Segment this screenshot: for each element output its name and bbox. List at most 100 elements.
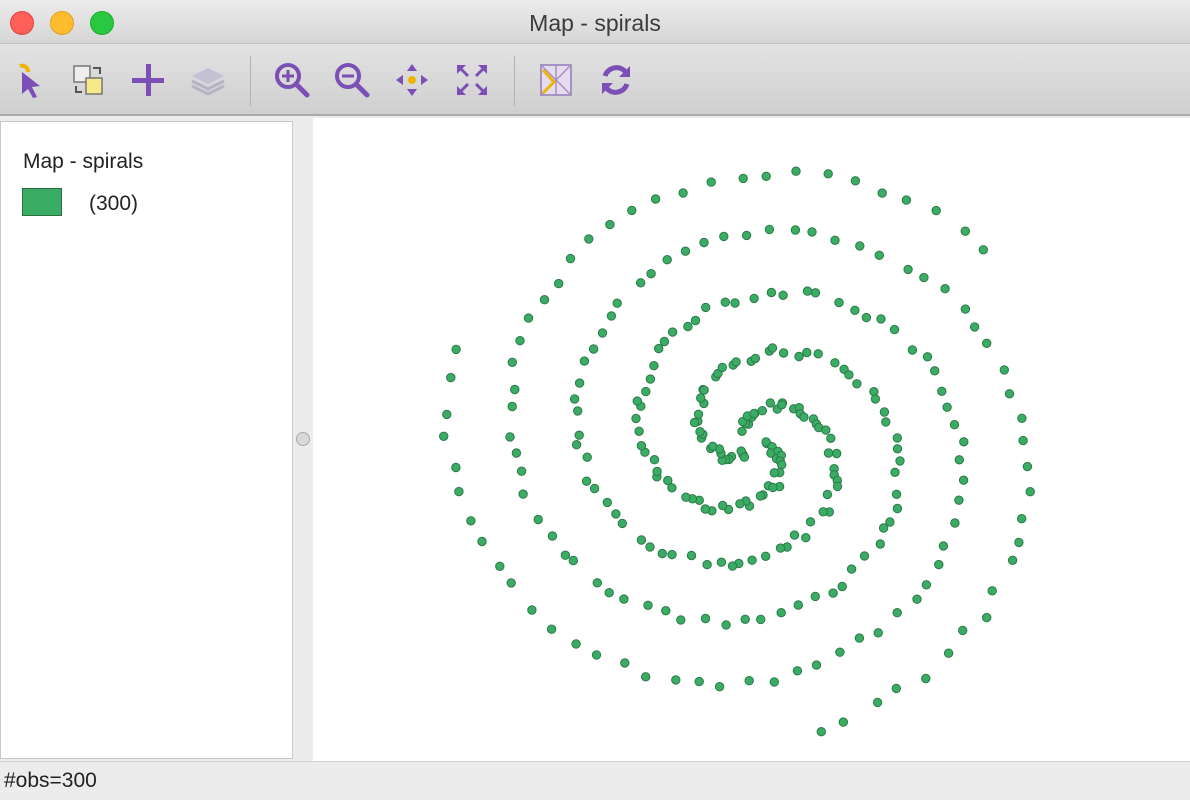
map-point[interactable] bbox=[761, 171, 771, 181]
zoom-out-button[interactable] bbox=[330, 58, 374, 102]
map-point[interactable] bbox=[982, 612, 992, 623]
map-point[interactable] bbox=[700, 613, 711, 624]
map-point[interactable] bbox=[879, 407, 890, 417]
map-point[interactable] bbox=[837, 581, 847, 592]
map-point[interactable] bbox=[518, 489, 528, 499]
map-point[interactable] bbox=[547, 531, 558, 541]
map-point[interactable] bbox=[813, 349, 823, 359]
map-point[interactable] bbox=[919, 272, 929, 283]
map-point[interactable] bbox=[442, 409, 452, 420]
map-point[interactable] bbox=[954, 495, 964, 505]
map-point[interactable] bbox=[667, 549, 677, 560]
map-point[interactable] bbox=[769, 677, 779, 687]
map-point[interactable] bbox=[881, 417, 891, 427]
map-point[interactable] bbox=[921, 580, 932, 590]
map-point[interactable] bbox=[859, 551, 870, 561]
map-point[interactable] bbox=[527, 605, 537, 615]
map-point[interactable] bbox=[617, 518, 627, 529]
map-point[interactable] bbox=[650, 194, 661, 204]
map-point[interactable] bbox=[834, 297, 844, 308]
map-point[interactable] bbox=[744, 676, 754, 686]
map-point[interactable] bbox=[507, 401, 517, 412]
map-point[interactable] bbox=[451, 344, 461, 355]
map-point[interactable] bbox=[589, 483, 600, 494]
map-point[interactable] bbox=[636, 441, 647, 451]
map-point[interactable] bbox=[706, 177, 716, 187]
map-point[interactable] bbox=[584, 234, 594, 244]
map-point[interactable] bbox=[611, 509, 621, 519]
map-point[interactable] bbox=[959, 437, 969, 447]
select-tool-button[interactable] bbox=[8, 58, 52, 102]
map-point[interactable] bbox=[1022, 461, 1033, 472]
map-point[interactable] bbox=[999, 365, 1009, 375]
map-point[interactable] bbox=[662, 255, 672, 265]
map-point[interactable] bbox=[680, 246, 691, 256]
map-point[interactable] bbox=[645, 542, 655, 552]
map-point[interactable] bbox=[1014, 537, 1024, 548]
map-point[interactable] bbox=[571, 639, 581, 649]
map-point[interactable] bbox=[776, 608, 786, 618]
map-point[interactable] bbox=[799, 412, 809, 422]
map-point[interactable] bbox=[922, 352, 933, 362]
map-point[interactable] bbox=[877, 188, 887, 198]
map-point[interactable] bbox=[439, 431, 449, 441]
map-point[interactable] bbox=[852, 379, 862, 389]
selection-shape-button[interactable] bbox=[66, 58, 110, 102]
map-point[interactable] bbox=[810, 591, 820, 602]
map-point[interactable] bbox=[826, 433, 836, 443]
map-point[interactable] bbox=[822, 489, 833, 500]
map-point[interactable] bbox=[571, 440, 582, 450]
map-point[interactable] bbox=[507, 357, 518, 368]
map-point[interactable] bbox=[667, 483, 677, 493]
map-point[interactable] bbox=[855, 241, 865, 251]
map-point[interactable] bbox=[511, 448, 522, 458]
close-window-button[interactable] bbox=[10, 11, 34, 35]
map-point[interactable] bbox=[874, 250, 884, 261]
map-point[interactable] bbox=[823, 169, 833, 179]
map-point[interactable] bbox=[659, 336, 670, 347]
map-point[interactable] bbox=[604, 588, 614, 598]
map-point[interactable] bbox=[821, 425, 831, 435]
map-point[interactable] bbox=[1007, 555, 1018, 565]
map-point[interactable] bbox=[1025, 487, 1035, 497]
map-point[interactable] bbox=[620, 658, 630, 668]
map-point[interactable] bbox=[950, 518, 960, 528]
map-point[interactable] bbox=[632, 396, 642, 406]
map-point[interactable] bbox=[533, 514, 543, 525]
map-point[interactable] bbox=[750, 353, 761, 364]
basemap-button[interactable] bbox=[534, 58, 578, 102]
minimize-window-button[interactable] bbox=[50, 11, 74, 35]
map-point[interactable] bbox=[794, 351, 804, 362]
map-point[interactable] bbox=[505, 432, 515, 442]
map-point[interactable] bbox=[699, 385, 709, 395]
map-point[interactable] bbox=[937, 386, 947, 396]
map-point[interactable] bbox=[646, 269, 656, 279]
map-point[interactable] bbox=[907, 345, 918, 355]
map-point[interactable] bbox=[690, 315, 701, 326]
map-point[interactable] bbox=[454, 486, 464, 497]
map-point[interactable] bbox=[793, 600, 803, 610]
map-point[interactable] bbox=[828, 588, 838, 598]
map-point[interactable] bbox=[737, 426, 747, 436]
maximize-window-button[interactable] bbox=[90, 11, 114, 35]
map-point[interactable] bbox=[643, 600, 653, 610]
map-point[interactable] bbox=[605, 219, 615, 230]
map-point[interactable] bbox=[811, 660, 822, 670]
map-point[interactable] bbox=[727, 561, 738, 571]
map-point[interactable] bbox=[978, 245, 988, 255]
map-point[interactable] bbox=[667, 327, 678, 337]
map-point[interactable] bbox=[765, 398, 775, 408]
map-point[interactable] bbox=[777, 400, 787, 410]
map-point[interactable] bbox=[901, 195, 912, 205]
pan-button[interactable] bbox=[390, 58, 434, 102]
map-point[interactable] bbox=[446, 372, 456, 383]
map-point[interactable] bbox=[747, 555, 757, 565]
map-point[interactable] bbox=[699, 237, 709, 248]
map-point[interactable] bbox=[892, 433, 902, 443]
map-point[interactable] bbox=[761, 551, 771, 561]
map-point[interactable] bbox=[619, 594, 629, 604]
map-point[interactable] bbox=[649, 361, 659, 371]
map-point[interactable] bbox=[523, 313, 534, 323]
map-point[interactable] bbox=[757, 406, 767, 416]
map-point[interactable] bbox=[942, 402, 952, 412]
